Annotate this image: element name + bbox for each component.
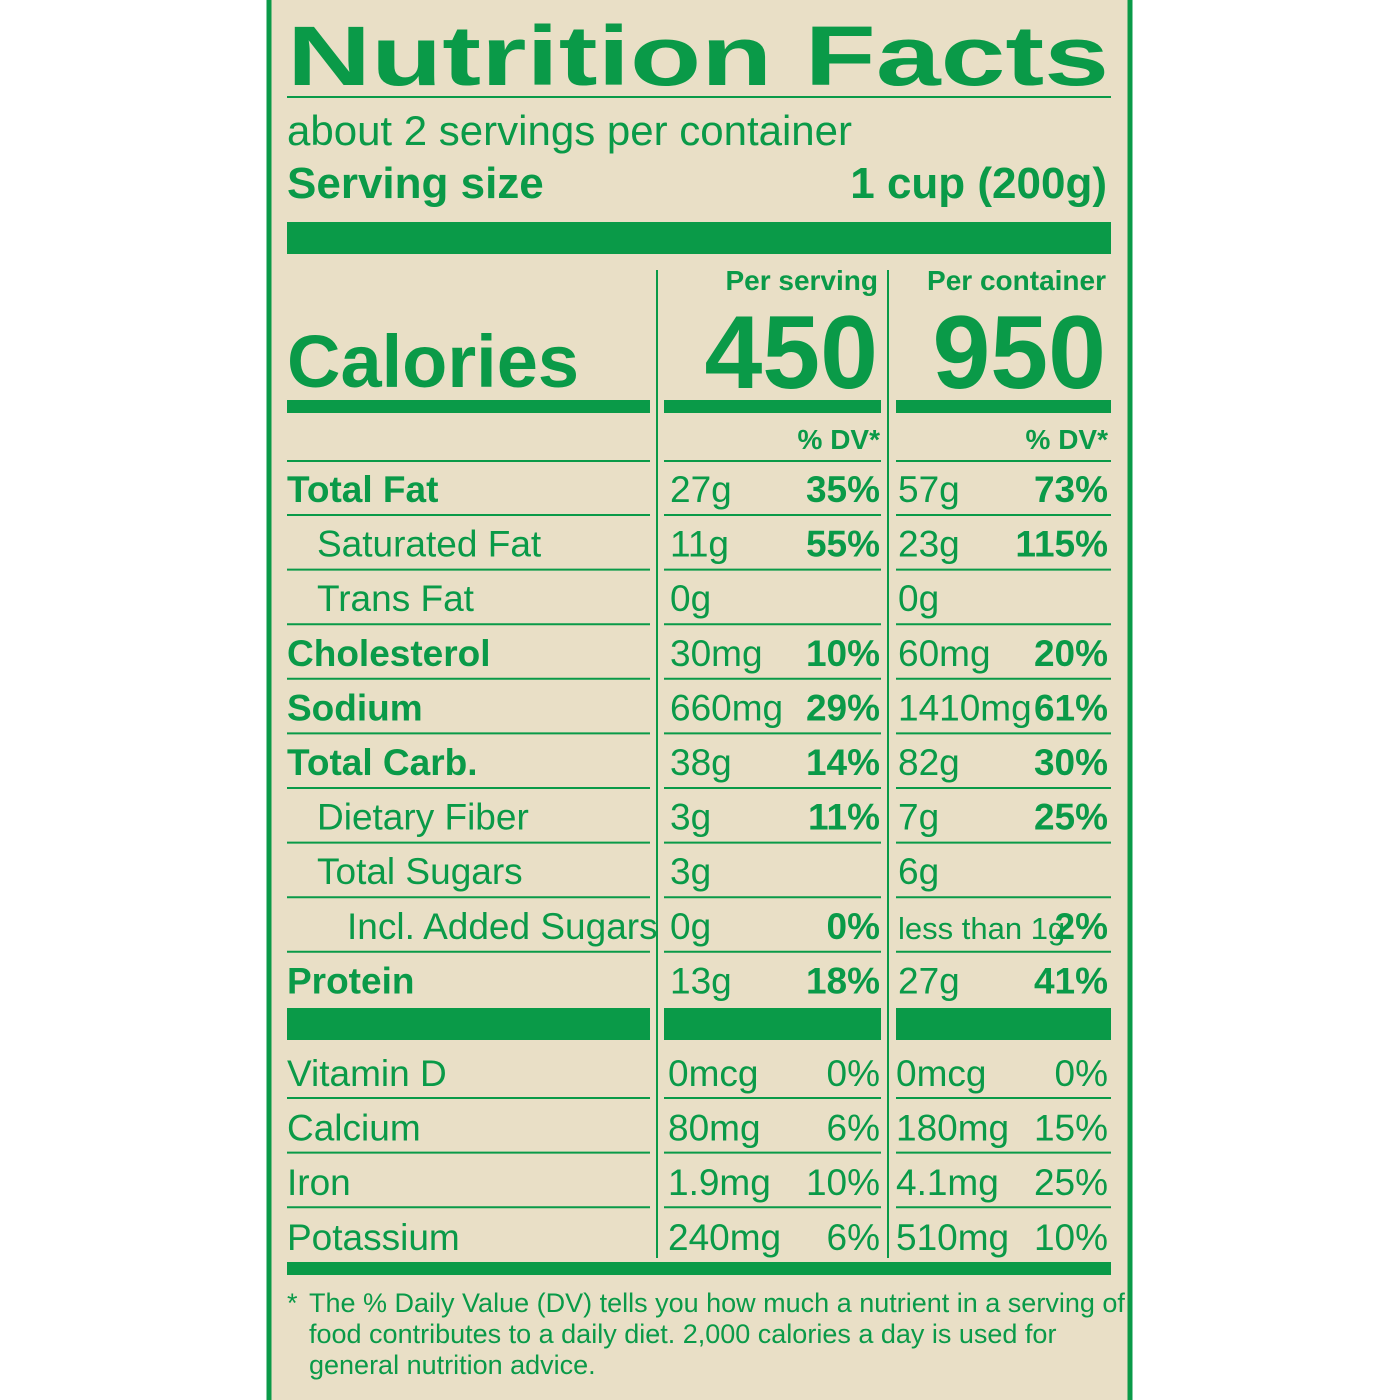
thick-bar [896,400,1111,413]
amount: 4.1mg [896,1162,999,1203]
amount: 60mg [898,633,991,674]
percent-dv: 29% [806,687,880,728]
column-header: Per serving [725,265,878,296]
amount: less than 1g [898,911,1065,946]
thick-bar [664,400,881,413]
amount: 27g [670,469,732,510]
servings: about 2 servings per container [287,107,852,154]
amount: 1.9mg [668,1162,771,1203]
amount: 57g [898,469,960,510]
percent-dv: 18% [806,960,880,1001]
amount: 11g [670,524,729,565]
percent-dv: 35% [806,469,880,510]
column-header: Per container [927,265,1106,296]
thick-bar [287,1008,650,1040]
percent-dv: 10% [806,633,880,674]
percent-dv: 25% [1034,797,1108,838]
footnote-line: The % Daily Value (DV) tells you how muc… [309,1288,1125,1318]
thick-bar [287,222,1111,254]
percent-dv: 14% [806,742,880,783]
amount: 0g [670,578,711,619]
percent-dv: 0% [827,1053,880,1094]
percent-dv: 25% [1034,1162,1108,1203]
amount: 38g [670,742,732,783]
amount: 660mg [670,687,783,728]
nutrient-name: Total Fat [287,469,438,510]
amount: 7g [898,797,939,838]
amount: 0mcg [896,1053,986,1094]
footnote-line: food contributes to a daily diet. 2,000 … [309,1319,1056,1349]
serving-size-label: Serving size [287,159,544,208]
vitamin-name: Vitamin D [287,1053,447,1094]
nutrient-name: Total Carb. [287,742,478,783]
amount: 1410mg [898,687,1032,728]
amount: 240mg [668,1217,781,1258]
amount: 6g [898,851,939,892]
calories-value: 950 [932,295,1106,411]
serving-size-value: 1 cup (200g) [850,159,1107,208]
calories-value: 450 [704,295,878,411]
amount: 3g [670,851,711,892]
percent-dv: 20% [1034,633,1108,674]
percent-dv: 0% [1055,1053,1108,1094]
vitamin-name: Iron [287,1162,351,1203]
dv-header: % DV* [798,424,881,455]
title: Nutrition Facts [287,9,1109,103]
nutrient-name: Cholesterol [287,633,491,674]
amount: 80mg [668,1108,761,1149]
amount: 27g [898,960,960,1001]
thick-bar [287,400,650,413]
amount: 510mg [896,1217,1009,1258]
nutrient-name: Incl. Added Sugars [347,906,658,947]
amount: 0g [898,578,939,619]
percent-dv: 115% [1015,524,1108,565]
footnote-line: general nutrition advice. [309,1350,596,1380]
vitamin-name: Potassium [287,1217,460,1258]
thick-bar [896,1008,1111,1040]
percent-dv: 61% [1034,687,1108,728]
percent-dv: 11% [808,797,880,838]
amount: 82g [898,742,960,783]
dv-header: % DV* [1026,424,1109,455]
amount: 0g [670,906,711,947]
percent-dv: 15% [1034,1108,1108,1149]
percent-dv: 10% [806,1162,880,1203]
nutrient-name: Protein [287,960,414,1001]
percent-dv: 41% [1034,960,1108,1001]
nutrient-name: Total Sugars [317,851,523,892]
nutrient-name: Dietary Fiber [317,797,529,838]
percent-dv: 6% [827,1217,880,1258]
percent-dv: 73% [1034,469,1108,510]
percent-dv: 55% [806,524,880,565]
amount: 3g [670,797,711,838]
amount: 0mcg [668,1053,758,1094]
amount: 13g [670,960,732,1001]
nutrient-name: Trans Fat [317,578,475,619]
percent-dv: 10% [1034,1217,1108,1258]
percent-dv: 30% [1034,742,1108,783]
amount: 180mg [896,1108,1009,1149]
footnote-mark: * [287,1288,298,1318]
thick-bar [287,1262,1111,1275]
percent-dv: 6% [827,1108,880,1149]
amount: 23g [898,524,960,565]
amount: 30mg [670,633,763,674]
percent-dv: 2% [1055,906,1108,947]
vitamin-name: Calcium [287,1108,421,1149]
thick-bar [664,1008,881,1040]
nutrient-name: Sodium [287,687,423,728]
calories-label: Calories [287,320,579,403]
nutrient-name: Saturated Fat [317,524,542,565]
percent-dv: 0% [827,906,880,947]
